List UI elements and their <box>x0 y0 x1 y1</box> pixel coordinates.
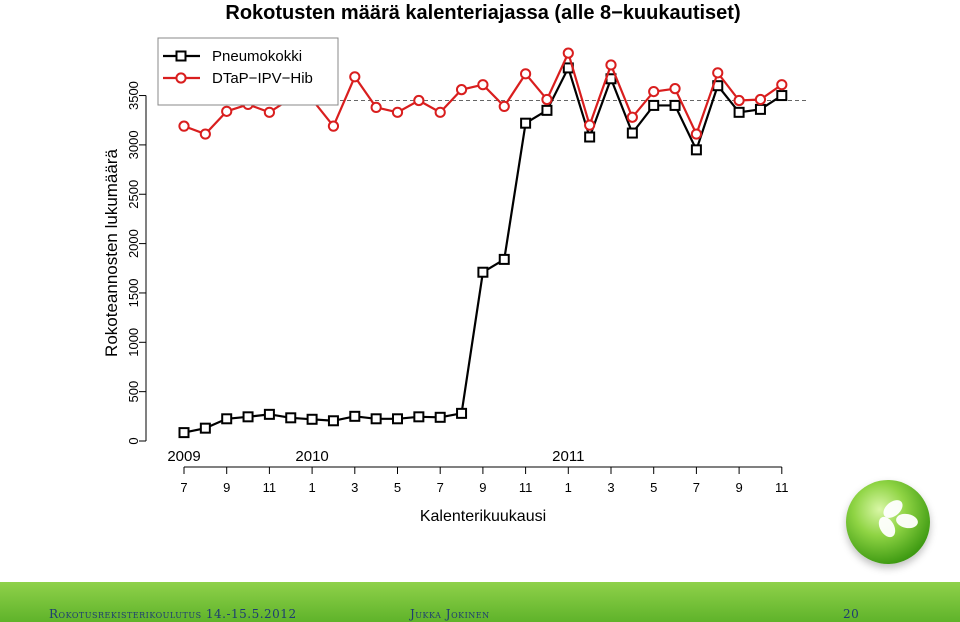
data-point <box>754 103 766 115</box>
data-point <box>456 407 468 419</box>
y-tick-label: 2000 <box>126 229 141 258</box>
legend-marker <box>175 50 187 62</box>
legend-label: Pneumokokki <box>212 48 302 65</box>
x-year-label: 2009 <box>167 448 200 465</box>
data-point <box>349 410 361 422</box>
data-point <box>754 93 767 106</box>
data-point <box>541 93 553 106</box>
data-point <box>392 413 403 425</box>
data-point <box>776 79 788 91</box>
y-tick-label: 0 <box>126 437 141 444</box>
y-tick-label: 2500 <box>126 180 141 209</box>
data-point <box>285 412 297 424</box>
data-point <box>370 413 382 425</box>
y-axis-title: Rokoteannosten lukumäärä <box>102 149 121 357</box>
data-point <box>434 106 446 118</box>
data-point <box>669 83 681 95</box>
data-point <box>626 111 638 123</box>
clover-logo-icon <box>846 480 930 564</box>
data-point <box>327 120 340 132</box>
x-tick-label: 5 <box>394 480 401 495</box>
data-point <box>498 253 510 265</box>
data-point <box>306 413 318 425</box>
data-point <box>605 59 617 71</box>
data-point <box>776 90 788 102</box>
x-tick-label: 11 <box>775 480 789 495</box>
x-tick-label: 11 <box>519 480 533 495</box>
data-point <box>733 106 745 118</box>
data-point <box>434 411 446 423</box>
data-point <box>199 128 211 140</box>
x-axis-title: Kalenterikuukausi <box>420 508 546 525</box>
x-tick-label: 3 <box>607 480 614 495</box>
data-point <box>391 106 404 118</box>
data-point <box>370 101 382 113</box>
data-point <box>477 79 489 91</box>
x-tick-label: 9 <box>479 480 486 495</box>
x-tick-label: 7 <box>693 480 700 495</box>
data-point <box>178 427 190 439</box>
legend-box <box>157 37 339 106</box>
footer-author: Jukka Jokinen <box>410 607 490 621</box>
data-point <box>221 413 233 425</box>
data-point <box>648 99 660 111</box>
data-point <box>413 94 425 107</box>
y-tick-label: 3000 <box>126 130 141 159</box>
data-point <box>520 117 532 129</box>
data-point <box>242 411 254 423</box>
x-tick-label: 7 <box>437 480 444 495</box>
data-point <box>626 127 638 139</box>
x-tick-label: 9 <box>735 480 742 495</box>
data-point <box>199 422 211 434</box>
x-tick-label: 1 <box>308 480 315 495</box>
data-point <box>712 67 724 79</box>
data-point <box>690 128 703 140</box>
x-tick-label: 11 <box>263 480 277 495</box>
data-point <box>648 86 660 98</box>
y-tick-label: 1000 <box>126 328 141 357</box>
x-year-label: 2011 <box>552 448 584 465</box>
footer-page-number: 20 <box>843 607 860 621</box>
data-point <box>541 104 553 116</box>
data-point <box>584 131 596 143</box>
data-point <box>690 144 702 156</box>
data-point <box>669 99 681 111</box>
chart-title: Rokotusten määrä kalenteriajassa (alle 8… <box>225 2 740 24</box>
data-point <box>584 119 596 131</box>
legend-label: DTaP−IPV−Hib <box>212 70 313 87</box>
x-tick-label: 1 <box>565 480 572 495</box>
legend-marker <box>175 72 187 84</box>
data-point <box>520 68 532 80</box>
data-point <box>327 415 339 427</box>
x-tick-label: 3 <box>351 480 358 495</box>
data-point <box>221 105 233 117</box>
data-point <box>413 411 425 423</box>
data-point <box>263 408 275 420</box>
data-point <box>477 266 489 278</box>
y-tick-label: 3500 <box>126 81 141 110</box>
data-point <box>733 94 745 107</box>
x-year-label: 2010 <box>295 448 328 465</box>
data-point <box>562 47 574 59</box>
data-point <box>263 106 275 118</box>
data-point <box>178 120 190 132</box>
y-tick-label: 500 <box>126 381 141 403</box>
footer-bar <box>0 582 960 622</box>
y-tick-label: 1500 <box>126 278 141 307</box>
data-point <box>498 100 510 113</box>
data-point <box>455 84 468 96</box>
footer-title: Rokotusrekisterikoulutus 14.-15.5.2012 <box>49 607 297 621</box>
x-tick-label: 5 <box>650 480 657 495</box>
data-point <box>349 71 361 83</box>
x-tick-label: 7 <box>180 480 187 495</box>
x-tick-label: 9 <box>223 480 230 495</box>
